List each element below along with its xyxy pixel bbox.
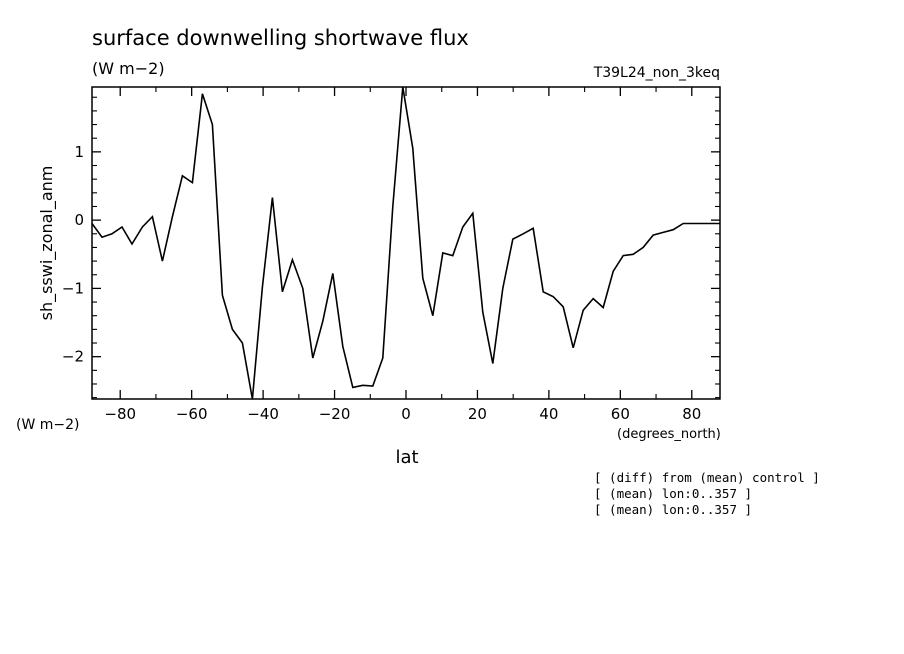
x-tick-label: −40 — [247, 405, 279, 423]
y-ticks — [92, 96, 720, 399]
x-tick-label: −60 — [176, 405, 208, 423]
y-tick-label: −2 — [62, 348, 84, 366]
footnote-2: [ (mean) lon:0..357 ] — [594, 486, 752, 501]
footnote-3: [ (mean) lon:0..357 ] — [594, 502, 752, 517]
plot-frame — [91, 86, 721, 400]
y-tick-label: −1 — [62, 279, 84, 297]
y-tick-label: 1 — [74, 143, 84, 161]
y-axis-label: sh_sswi_zonal_anm — [37, 166, 57, 321]
x-ticks — [119, 87, 693, 399]
x-tick-labels: −80 −60 −40 −20 0 20 40 60 80 — [104, 405, 701, 423]
series-line — [91, 86, 720, 400]
x-tick-label: 40 — [539, 405, 558, 423]
y-tick-label: 0 — [74, 211, 84, 229]
x-tick-label: 60 — [611, 405, 630, 423]
x-units-label: (degrees_north) — [617, 427, 721, 442]
x-tick-label: 20 — [468, 405, 487, 423]
x-tick-label: 0 — [401, 405, 411, 423]
run-label: T39L24_non_3keq — [593, 65, 720, 81]
footnote-1: [ (diff) from (mean) control ] — [594, 470, 820, 485]
y-units-label: (W m−2) — [16, 417, 80, 433]
chart-subtitle: (W m−2) — [92, 59, 165, 78]
x-tick-label: −20 — [319, 405, 351, 423]
x-tick-label: 80 — [682, 405, 701, 423]
y-tick-labels: −2 −1 0 1 — [62, 143, 84, 366]
chart-title: surface downwelling shortwave flux — [92, 26, 469, 50]
x-axis-label: lat — [395, 447, 418, 468]
x-tick-label: −80 — [104, 405, 136, 423]
